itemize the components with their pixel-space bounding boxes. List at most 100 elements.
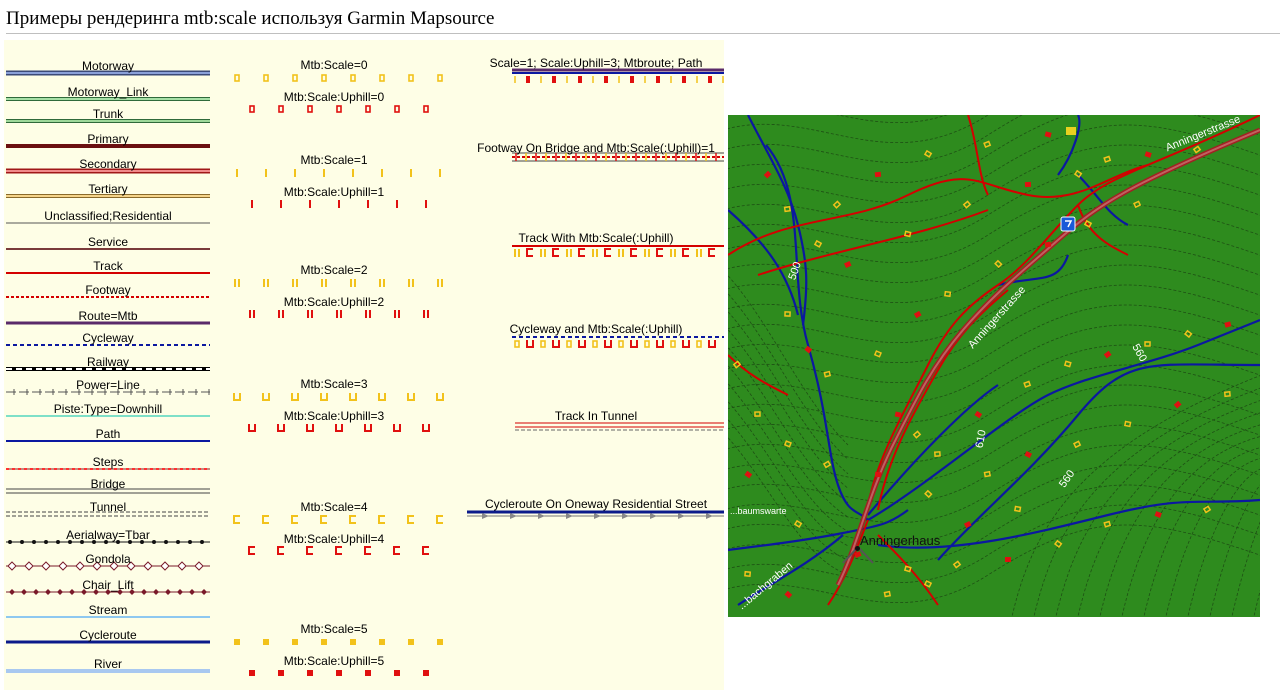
map-street-label: ...baumswarte [730, 506, 787, 516]
map-scale-marker [874, 171, 882, 178]
map-scale-marker [944, 290, 952, 298]
scale-label: Mtb:Scale=4 [300, 500, 368, 514]
map-track [877, 289, 1009, 511]
example-label: Scale=1; Scale:Uphill=3; Mtbroute; Path [489, 56, 703, 70]
legend-label-gondola: Gondola [85, 552, 131, 566]
map-track [757, 209, 989, 276]
map-scale-marker [1123, 420, 1132, 428]
map-scale-marker [913, 310, 922, 319]
map-scale-marker [1154, 511, 1162, 518]
legend-label-stream: Stream [88, 603, 128, 617]
place-marker-icon [855, 546, 860, 551]
map-scale-marker [883, 590, 892, 598]
map-scale-marker [933, 451, 941, 458]
legend-label-cycleroute: Cycleroute [79, 628, 137, 642]
map-scale-marker [763, 170, 772, 179]
map-scale-marker [822, 460, 832, 469]
map-scale-marker [1044, 131, 1052, 138]
map-scale-marker [983, 140, 992, 149]
legend-label-tertiary: Tertiary [88, 182, 128, 196]
legend-label-piste: Piste:Type=Downhill [53, 402, 163, 416]
legend-label-bridge: Bridge [90, 477, 126, 491]
uphill-label: Mtb:Scale:Uphill=5 [283, 654, 385, 668]
map-scale-marker [1183, 329, 1193, 339]
map-scale-marker [912, 430, 922, 439]
parking-icon [1060, 216, 1076, 232]
map-scale-marker [903, 565, 912, 573]
map-path [727, 209, 800, 316]
map-scale-marker [1224, 321, 1232, 328]
map-scale-marker [1024, 181, 1032, 188]
map-scale-marker [1192, 145, 1202, 154]
map-scale-marker [1144, 151, 1152, 158]
map-scale-marker [1072, 440, 1082, 449]
map-track [727, 164, 1149, 256]
map-scale-marker [1063, 360, 1072, 368]
map-scale-marker [983, 470, 992, 478]
map-paths [727, 114, 1261, 606]
map-scale-marker [923, 579, 933, 588]
map-scale-marker [1005, 557, 1011, 562]
map-path [765, 144, 869, 521]
map-scale-marker [732, 360, 742, 369]
legend-label-tunnel: Tunnel [89, 500, 127, 514]
map-scale-marker [1053, 539, 1063, 549]
uphill-label: Mtb:Scale:Uphill=4 [283, 532, 385, 546]
map-main-road-core [837, 129, 1261, 586]
legend-label-residential: Unclassified;Residential [44, 209, 172, 223]
legend-label-steps: Steps [92, 455, 124, 469]
map-scale-marker [783, 440, 792, 448]
map-view[interactable]: Anningerhaus Anningerstrasse Anningerstr… [707, 24, 1280, 636]
map-scale-marker [784, 590, 793, 599]
map-track [967, 114, 989, 196]
uphill-label: Mtb:Scale:Uphill=3 [283, 409, 385, 423]
map-scale-marker [1024, 450, 1033, 459]
legend-label-motorway_link: Motorway_Link [67, 85, 149, 99]
title-divider [6, 33, 1280, 34]
map-scale-marker [783, 205, 791, 213]
scale-label: Mtb:Scale=1 [300, 153, 368, 167]
map-place-label: Anningerhaus [860, 533, 941, 548]
legend-panel [4, 40, 724, 690]
map-scale-marker [894, 411, 902, 418]
example-label: Track In Tunnel [554, 409, 638, 423]
map-scale-marker [1014, 505, 1022, 513]
map-scale-marker [1103, 155, 1112, 163]
map-scale-marker [1223, 391, 1231, 398]
legend-label-path: Path [95, 427, 121, 441]
map-scale-marker [1173, 400, 1182, 409]
building-icon [1066, 127, 1076, 135]
map-scale-marker [1103, 520, 1112, 528]
map-scale-marker [963, 520, 972, 529]
map-path [937, 363, 1261, 561]
map-scale-marker [784, 311, 791, 317]
legend-label-chairlift: Chair_Lift [82, 578, 134, 592]
map-scale-marker [804, 345, 813, 354]
map-scale-marker [1133, 200, 1142, 209]
map-scale-marker [844, 261, 852, 269]
page-title: Примеры рендеринга mtb:scale используя G… [6, 8, 495, 29]
scale-label: Mtb:Scale=3 [300, 377, 368, 391]
map-scale-marker [924, 489, 933, 499]
uphill-label: Mtb:Scale:Uphill=0 [283, 90, 385, 104]
map-scale-marker [1073, 169, 1083, 178]
legend-label-track: Track [93, 259, 123, 273]
map-scale-marker [994, 259, 1003, 269]
map-track [827, 519, 869, 606]
legend-label-railway: Railway [86, 355, 130, 369]
map-scale-marker [1023, 380, 1032, 388]
legend-label-service: Service [87, 235, 129, 249]
legend-label-primary: Primary [87, 132, 129, 146]
map-scale-marker [744, 570, 752, 577]
legend-label-secondary: Secondary [79, 157, 137, 171]
map-scale-marker [832, 200, 842, 209]
map-path [1057, 114, 1081, 176]
map-track [1077, 204, 1129, 256]
legend-label-motorway: Motorway [81, 59, 135, 73]
example-label: Cycleway and Mtb:Scale(:Uphill) [509, 322, 683, 336]
map-canvas[interactable] [707, 24, 1280, 636]
map-track [727, 354, 789, 396]
map-path [867, 384, 999, 516]
map-scale-marker [813, 239, 823, 248]
scale-label: Mtb:Scale=2 [300, 263, 368, 277]
